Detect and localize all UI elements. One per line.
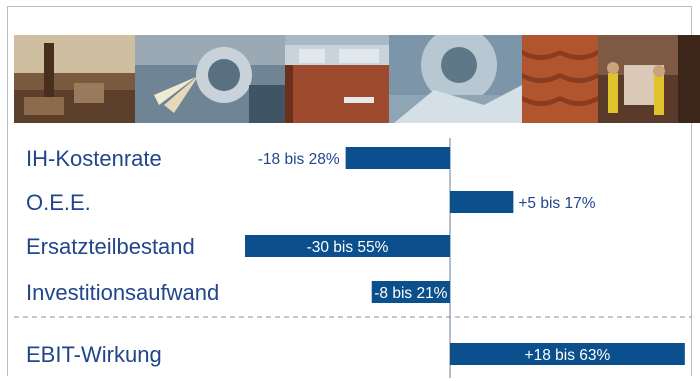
bar [450,343,685,365]
value-label: +18 bis 63% [525,347,611,364]
bar [345,147,450,169]
bar [245,235,450,257]
bar [450,191,514,213]
value-label: +5 bis 17% [518,195,595,212]
value-label: -18 bis 28% [258,151,340,168]
category-label: O.E.E. [26,190,91,215]
brick-building-photo [285,35,389,123]
industrial-chimney-photo [14,35,135,123]
value-label: -30 bis 55% [307,239,389,256]
chart-frame [7,6,692,376]
category-label: IH-Kostenrate [26,146,162,171]
metal-grinding-sparks-photo [135,35,285,123]
category-label: Ersatzteilbestand [26,234,195,259]
saw-blade-photo [389,35,522,123]
roof-tiles-photo [522,35,598,123]
value-label: -8 bis 21% [374,285,447,302]
category-label: Investitionsaufwand [26,280,219,305]
category-label: EBIT-Wirkung [26,342,162,367]
bar [371,281,450,303]
engineers-with-pipe-photo [598,35,700,123]
header-photo-strip [14,35,700,123]
